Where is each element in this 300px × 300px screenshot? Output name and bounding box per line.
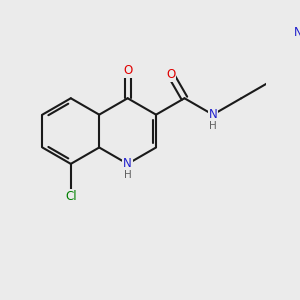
Text: N: N: [208, 108, 217, 121]
Text: N: N: [123, 158, 132, 170]
Text: O: O: [123, 64, 132, 77]
Text: H: H: [209, 121, 217, 131]
Text: H: H: [124, 170, 131, 180]
Text: Cl: Cl: [65, 190, 76, 203]
Text: O: O: [166, 68, 175, 81]
Text: N: N: [294, 26, 300, 39]
